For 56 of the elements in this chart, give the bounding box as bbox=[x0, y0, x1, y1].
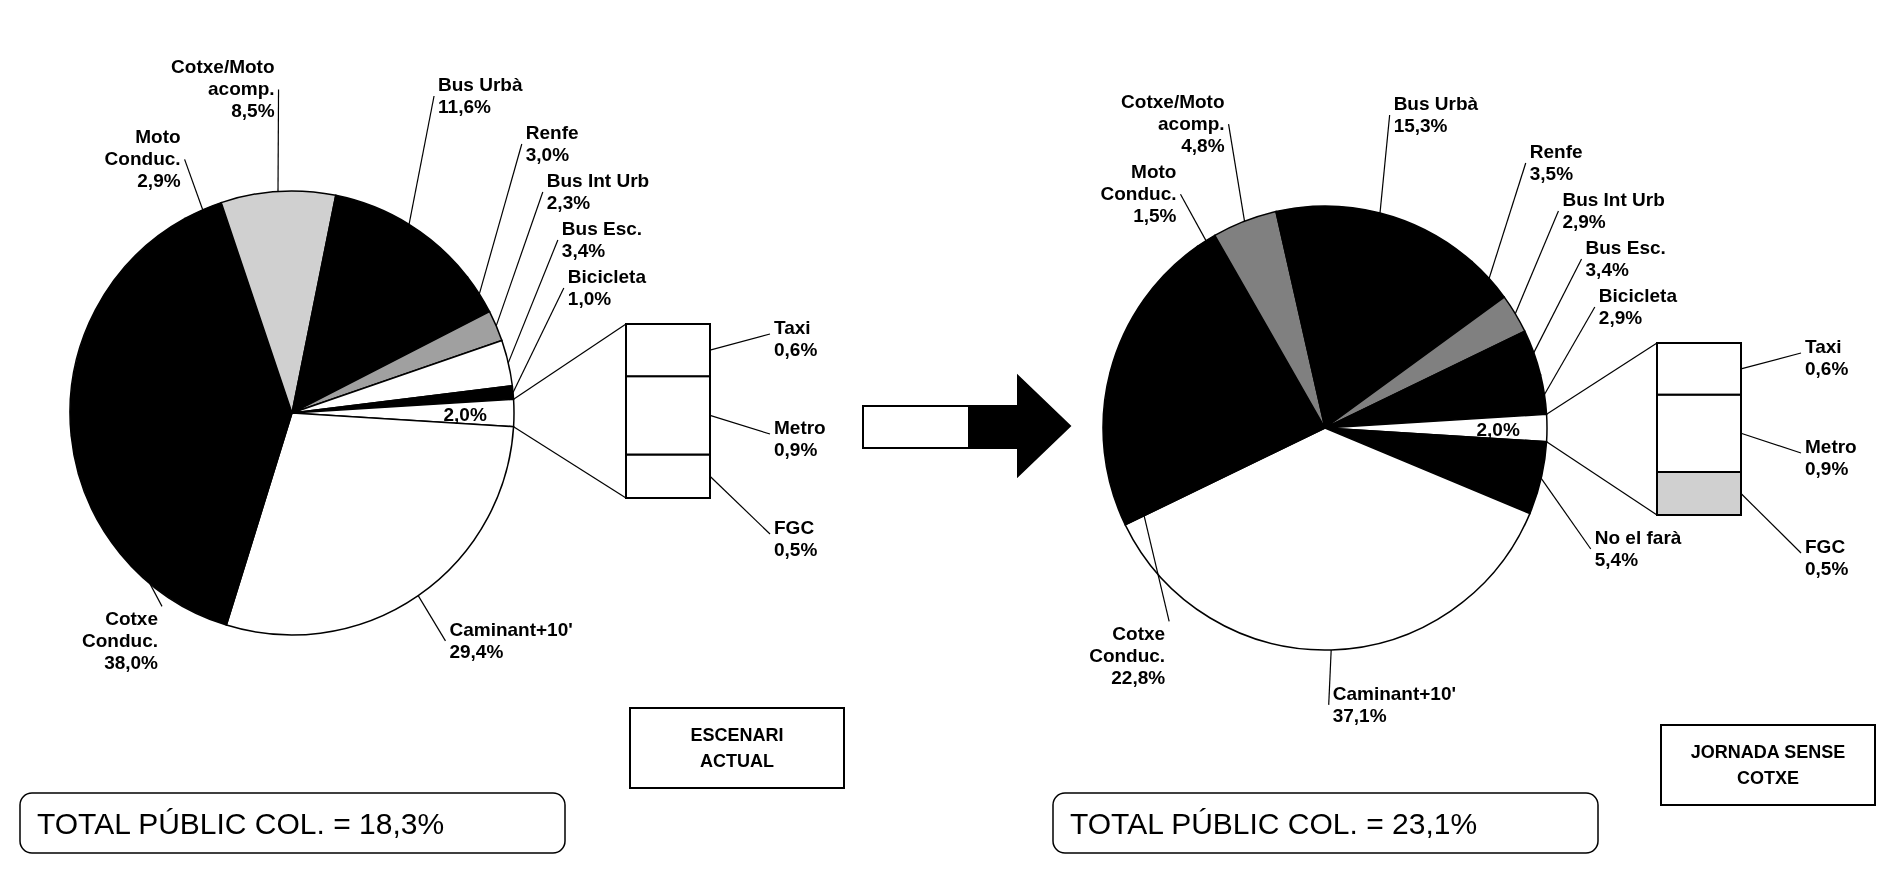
data-label: 0,9% bbox=[774, 439, 818, 460]
slice-label: Cotxe/Moto acomp. bbox=[171, 56, 275, 100]
slice-label: Bus Urbà bbox=[1393, 93, 1479, 114]
text: FGC bbox=[1805, 536, 1846, 557]
text: Metro bbox=[1805, 436, 1857, 457]
slice-label: Bicicleta bbox=[567, 266, 647, 287]
slice-label: Caminant+10' bbox=[1332, 682, 1457, 704]
slice-label: Bus Int Urb bbox=[1562, 189, 1665, 210]
text: JORNADA SENSE COTXE bbox=[1690, 742, 1846, 788]
data-label: 3,4% bbox=[1585, 259, 1629, 280]
data-label: 15,3% bbox=[1393, 115, 1448, 136]
data-label: 5,4% bbox=[1594, 549, 1639, 570]
data-label: 3,5% bbox=[1529, 163, 1574, 184]
slice-label: Bus Esc. bbox=[561, 218, 643, 239]
slice-label: Bus Int Urb bbox=[546, 170, 650, 191]
text: TOTAL PÚBLIC COL. = 23,1% bbox=[1070, 807, 1478, 840]
slice-label: No el farà bbox=[1594, 527, 1682, 548]
data-label: 29,4% bbox=[449, 640, 504, 662]
slice-label: Renfe bbox=[1529, 141, 1583, 162]
text: Metro bbox=[774, 417, 826, 438]
data-label: 0,9% bbox=[1805, 458, 1849, 479]
data-label: 4,8% bbox=[1181, 135, 1225, 157]
data-label: 0,6% bbox=[1805, 358, 1849, 379]
slice-label: Cotxe Conduc. bbox=[1089, 623, 1166, 667]
text: Taxi bbox=[1805, 336, 1842, 357]
text: FGC bbox=[774, 517, 815, 538]
data-label: 0,6% bbox=[774, 339, 818, 360]
data-label: 1,5% bbox=[1133, 205, 1177, 227]
data-label: 3,0% bbox=[525, 144, 570, 165]
data-label: 0,5% bbox=[1805, 558, 1849, 579]
data-label: 3,4% bbox=[561, 240, 606, 261]
data-label: 22,8% bbox=[1111, 667, 1166, 689]
slice-label: Cotxe/Moto acomp. bbox=[1121, 91, 1225, 135]
text: ESCENARI ACTUAL bbox=[690, 725, 784, 771]
slice-label: Moto Conduc. bbox=[1100, 161, 1177, 205]
data-label: 38,0% bbox=[104, 652, 159, 674]
slice-label: Bus Esc. bbox=[1585, 237, 1666, 258]
data-label: 0,5% bbox=[774, 539, 818, 560]
data-label: 11,6% bbox=[438, 96, 491, 117]
slice-label: Renfe bbox=[525, 122, 579, 143]
slice-label: Cotxe Conduc. bbox=[82, 608, 158, 652]
data-label: 2,0% bbox=[1476, 419, 1520, 440]
data-label: 37,1% bbox=[1332, 704, 1387, 726]
slice-label: Caminant+10' bbox=[449, 618, 573, 640]
data-label: 2,9% bbox=[1598, 307, 1643, 328]
slice-label: Moto Conduc. bbox=[104, 126, 181, 170]
text: TOTAL PÚBLIC COL. = 18,3% bbox=[37, 807, 445, 840]
data-label: 2,3% bbox=[546, 192, 591, 213]
data-label: 1,0% bbox=[567, 288, 612, 309]
slice-label: Bus Urbà bbox=[438, 74, 523, 95]
data-label: 2,9% bbox=[137, 170, 181, 192]
text: Taxi bbox=[774, 317, 811, 338]
slice-label: Bicicleta bbox=[1598, 285, 1678, 306]
data-label: 2,0% bbox=[443, 404, 487, 425]
data-label: 8,5% bbox=[231, 100, 275, 122]
data-label: 2,9% bbox=[1562, 211, 1606, 232]
